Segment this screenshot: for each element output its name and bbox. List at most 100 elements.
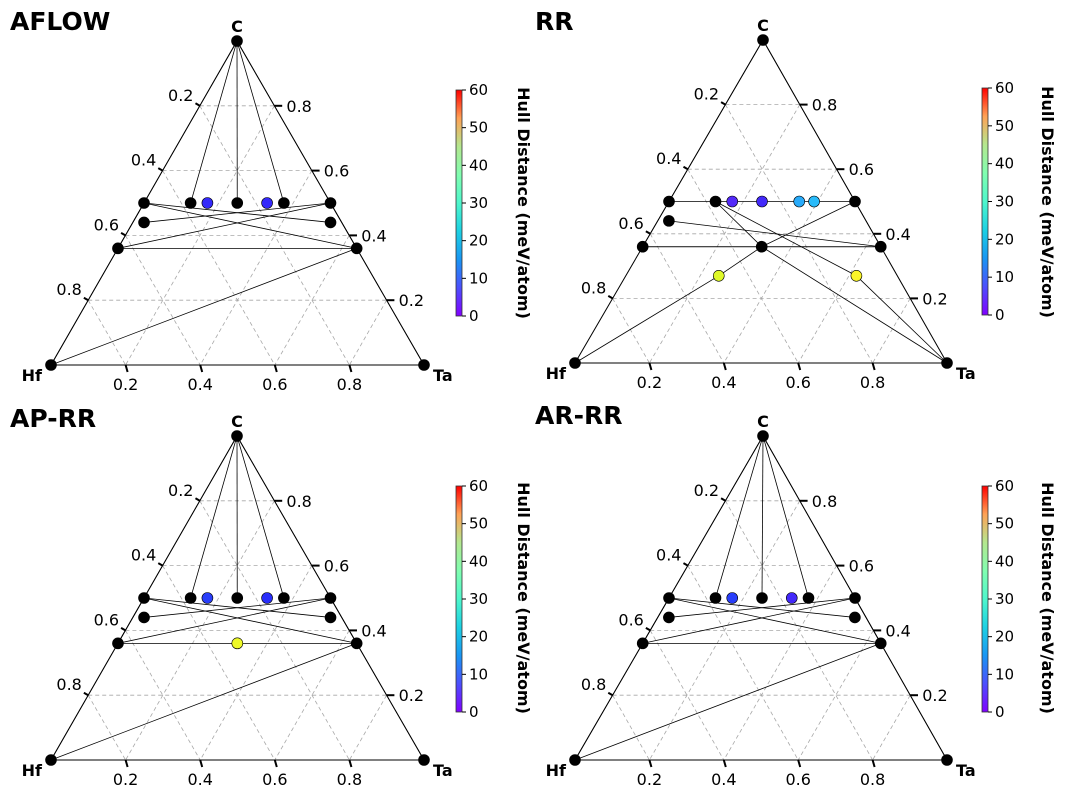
- tie-line: [236, 40, 285, 204]
- colorbar-tick-label: 30: [469, 194, 488, 212]
- colorbar: [455, 485, 463, 713]
- tie-line: [762, 39, 882, 247]
- tie-line: [190, 40, 238, 204]
- data-point: [709, 592, 722, 604]
- tick-label: 0.8: [286, 97, 311, 116]
- colorbar-tick-label: 50: [469, 515, 488, 533]
- tie-line: [642, 597, 856, 644]
- colorbar-tick-label: 40: [995, 155, 1014, 173]
- panel-title: AP-RR: [10, 404, 96, 433]
- grid-line: [87, 300, 126, 366]
- tie-line: [117, 202, 145, 249]
- colorbar-tick-label: 60: [995, 79, 1014, 97]
- tick-label: 0.6: [849, 557, 874, 576]
- colorbar-label: Hull Distance (meV/atom): [1038, 482, 1057, 714]
- colorbar-tick-label: 20: [469, 232, 488, 250]
- grid-line: [199, 565, 313, 761]
- colorbar-tick-label: 60: [995, 477, 1014, 495]
- tick-label: 0.2: [399, 291, 424, 310]
- tick-label: 0.4: [656, 546, 681, 565]
- tick-mark: [645, 627, 651, 632]
- tick-label: 0.2: [399, 686, 424, 705]
- grid-line: [125, 500, 275, 761]
- tick-label: 0.2: [637, 770, 662, 789]
- ternary-panel-2: RR 0.2 0.8 0.2 0.4 0.6 0.4 0.6 0.4 0.6 0.8 0.2 0.8 C H…: [535, 7, 1057, 392]
- grid-line: [349, 300, 387, 366]
- colorbar-tick-label: 10: [469, 665, 488, 683]
- colorbar-tick-label: 60: [469, 477, 488, 495]
- grid-line: [162, 565, 276, 761]
- colorbar-tick-label: 0: [995, 306, 1005, 324]
- grid-line: [612, 298, 650, 364]
- tick-mark: [720, 497, 726, 502]
- tie-line: [50, 642, 357, 761]
- data-point: [324, 611, 337, 624]
- tie-line: [761, 246, 948, 364]
- ternary-panel-3: AP-RR 0.2 0.8 0.2 0.4 0.6 0.4 0.6 0.4 0.6 0.8 0.2 0.…: [10, 404, 533, 789]
- tick-label: 0.2: [922, 686, 947, 705]
- data-point: [261, 592, 273, 604]
- tick-label: 0.4: [361, 226, 386, 245]
- tick-label: 0.4: [361, 621, 386, 640]
- tick-label: 0.4: [885, 621, 910, 640]
- data-point: [231, 592, 244, 604]
- grid-line: [199, 170, 313, 366]
- data-point: [663, 215, 675, 227]
- tie-line: [642, 597, 670, 644]
- colorbar-tick-label: 50: [995, 117, 1014, 135]
- tick-label: 0.2: [113, 375, 138, 394]
- vertex-label-right: Ta: [433, 761, 453, 780]
- tick-label: 0.8: [337, 770, 362, 789]
- tick-label: 0.2: [694, 85, 719, 104]
- tick-mark: [871, 759, 876, 768]
- tick-mark: [648, 362, 653, 371]
- grid-line: [274, 235, 350, 366]
- vertex-label-top: C: [757, 412, 769, 431]
- data-point: [757, 430, 769, 442]
- tick-mark: [348, 364, 353, 373]
- data-point: [663, 195, 675, 208]
- colorbar-tick-label: 60: [469, 81, 488, 99]
- colorbar: [455, 89, 463, 317]
- data-point: [726, 592, 739, 604]
- tick-label: 0.6: [618, 610, 643, 629]
- tick-mark: [273, 364, 278, 373]
- tick-label: 0.4: [187, 770, 212, 789]
- tie-line: [143, 202, 357, 249]
- vertex-label-left: Hf: [546, 761, 567, 780]
- grid-line: [125, 105, 275, 366]
- tick-mark: [682, 165, 689, 171]
- data-point: [231, 35, 243, 47]
- tick-label: 0.8: [860, 373, 885, 392]
- tick-label: 0.6: [324, 162, 349, 181]
- data-point: [793, 195, 806, 208]
- grid-line: [797, 233, 874, 364]
- colorbar-tick-label: 20: [995, 230, 1014, 248]
- data-point: [663, 611, 675, 624]
- tie-line: [854, 597, 882, 644]
- tick-mark: [682, 562, 689, 567]
- colorbar-tick-label: 0: [469, 307, 479, 325]
- data-point: [261, 197, 273, 209]
- colorbar-tick-label: 0: [995, 703, 1005, 721]
- vertex-label-left: Hf: [22, 761, 43, 780]
- tick-label: 0.4: [885, 225, 910, 244]
- tick-label: 0.4: [711, 373, 736, 392]
- tie-line: [143, 597, 331, 618]
- grid-line: [797, 630, 874, 761]
- data-point: [757, 34, 769, 46]
- panel-title: AFLOW: [10, 7, 110, 36]
- data-point: [45, 754, 57, 766]
- tie-line: [761, 435, 764, 599]
- grid-line: [125, 235, 201, 366]
- tie-line: [330, 202, 358, 249]
- vertex-label-top: C: [231, 17, 243, 36]
- tie-lines: [574, 435, 948, 761]
- data-point: [636, 637, 649, 650]
- data-point: [278, 592, 290, 604]
- tick-label: 0.4: [656, 149, 681, 168]
- tie-line: [574, 275, 719, 364]
- data-point: [941, 754, 953, 766]
- tick-mark: [348, 759, 353, 768]
